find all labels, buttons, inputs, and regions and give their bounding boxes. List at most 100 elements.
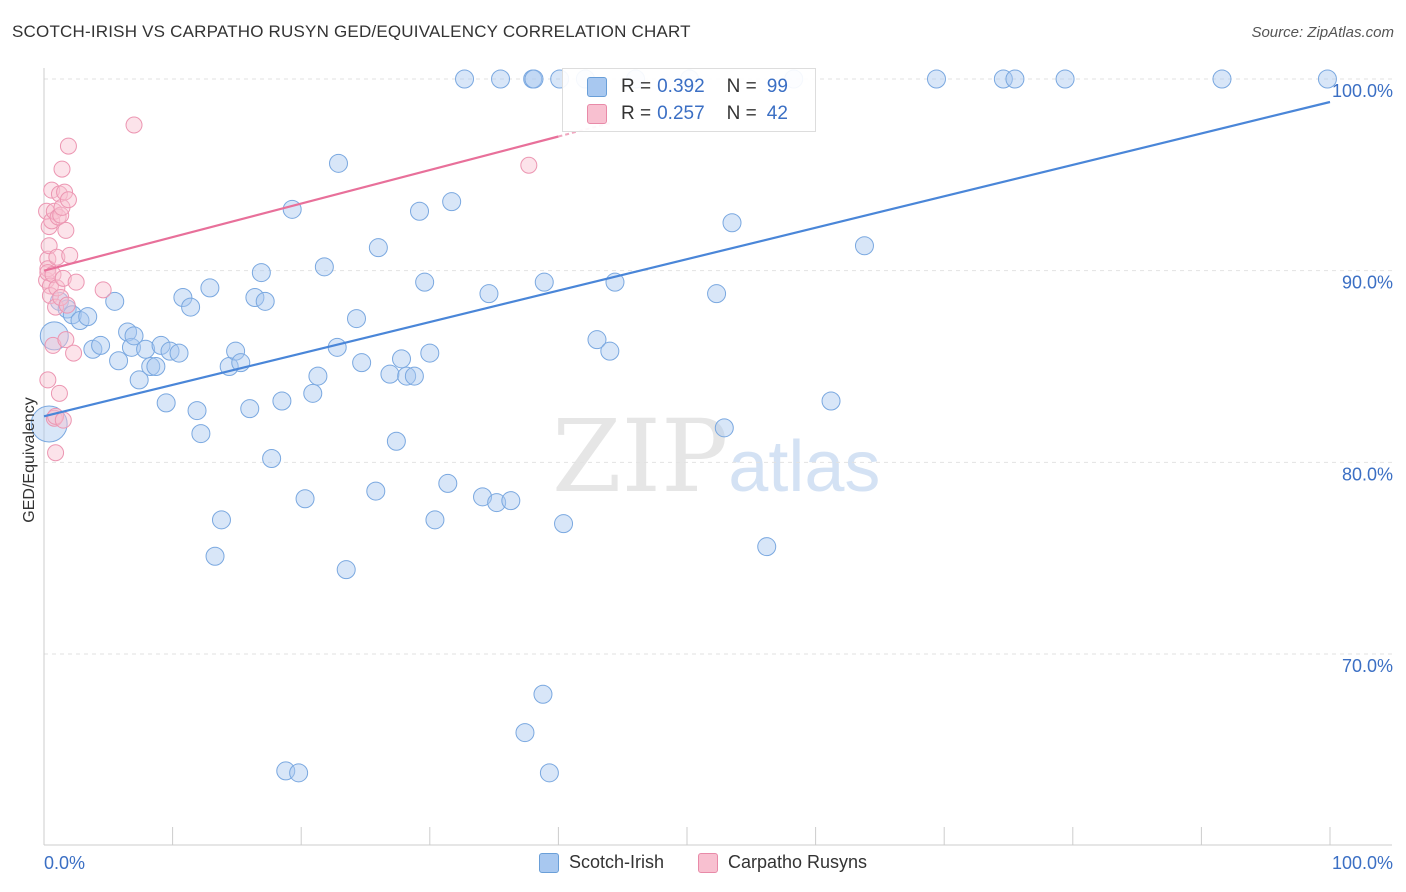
scotch-irish-point <box>455 69 475 89</box>
scotch-irish-point <box>346 309 366 329</box>
scotch-irish-point <box>757 537 777 557</box>
scotch-irish-point <box>211 510 231 530</box>
legend-item-carpatho-rusyns[interactable]: Carpatho Rusyns <box>697 852 868 873</box>
scotch-irish-point <box>255 291 275 311</box>
carpatho-rusyns-point <box>39 371 57 389</box>
x-tick-label: 100.0% <box>1332 853 1393 873</box>
scotch-irish-point <box>1055 69 1075 89</box>
legend-item-scotch-irish[interactable]: Scotch-Irish <box>538 852 664 873</box>
scotch-irish-point <box>245 288 265 307</box>
carpatho-rusyns-point <box>56 183 74 201</box>
scotch-irish-point <box>479 284 499 304</box>
scotch-irish-point <box>600 341 620 361</box>
r-value: 0.257 <box>657 103 705 124</box>
scotch-irish-trendline <box>43 100 1331 418</box>
scotch-irish-point <box>62 305 82 325</box>
scotch-irish-point <box>173 288 193 307</box>
scotch-irish-point <box>539 763 559 783</box>
scotch-irish-point <box>78 307 98 327</box>
scotch-irish-point <box>404 366 424 386</box>
scotch-irish-point <box>425 510 445 530</box>
scotch-irish-point <box>993 69 1013 89</box>
stats-row-carpatho-rusyns: R = 0.257 N = 42 <box>587 101 788 127</box>
legend-swatch-carpatho-rusyns <box>697 852 718 873</box>
scotch-irish-point <box>380 364 400 384</box>
scotch-irish-point <box>181 297 201 317</box>
carpatho-rusyns-point <box>44 266 62 283</box>
r-label: R = <box>621 76 652 97</box>
legend-label-carpatho-rusyns: Carpatho Rusyns <box>727 852 868 872</box>
carpatho-rusyns-point <box>48 279 66 297</box>
y-tick-label: 90.0% <box>1342 273 1393 293</box>
scotch-irish-point <box>151 335 171 355</box>
y-tick-label: 100.0% <box>1332 81 1393 101</box>
carpatho-rusyns-point <box>61 246 79 264</box>
carpatho-rusyns-point <box>50 384 68 402</box>
carpatho-rusyns-point <box>43 181 61 199</box>
scotch-irish-point <box>156 393 176 413</box>
scotch-irish-point <box>39 321 69 351</box>
scotch-irish-point <box>722 213 742 233</box>
n-value: 99 <box>766 76 788 97</box>
scotch-irish-point <box>289 763 309 783</box>
scotch-irish-point <box>714 418 734 438</box>
scotch-irish-point <box>854 236 874 256</box>
watermark: ZIPatlas <box>552 398 880 515</box>
scotch-irish-point <box>533 684 553 704</box>
scotch-irish-point <box>410 201 430 221</box>
scotch-irish-point <box>91 335 111 355</box>
scotch-irish-point <box>314 257 334 277</box>
scotch-irish-point <box>707 284 727 304</box>
carpatho-rusyns-point <box>57 331 75 349</box>
scotch-irish-point <box>205 546 225 566</box>
carpatho-rusyns-trendline <box>43 135 559 272</box>
scotch-irish-point <box>473 487 493 507</box>
scotch-irish-point <box>105 291 125 311</box>
scotch-irish-point <box>169 343 189 363</box>
carpatho-rusyns-point <box>58 296 76 314</box>
scotch-irish-point <box>129 370 149 390</box>
scotch-irish-point <box>146 357 166 376</box>
scotch-irish-point <box>328 153 348 173</box>
scotch-irish-point <box>515 723 535 743</box>
scotch-irish-point <box>587 330 607 350</box>
watermark-atlas: atlas <box>728 427 881 507</box>
scotch-irish-point <box>1005 69 1025 89</box>
n-label: N = <box>726 103 757 124</box>
carpatho-rusyns-point <box>47 444 65 462</box>
scotch-irish-point <box>336 560 356 580</box>
n-label: N = <box>726 76 757 97</box>
scotch-irish-point <box>121 337 141 357</box>
scotch-irish-point <box>487 493 507 513</box>
scotch-irish-point <box>226 341 246 361</box>
scotch-irish-point <box>136 339 156 359</box>
carpatho-rusyns-point <box>59 191 77 209</box>
carpatho-rusyns-point <box>48 248 66 266</box>
scotch-irish-point <box>386 431 406 451</box>
scotch-irish-point <box>368 238 388 258</box>
scotch-irish-point <box>240 399 260 419</box>
scotch-irish-point <box>141 357 161 376</box>
r-label: R = <box>621 103 652 124</box>
scotch-irish-point <box>262 449 282 468</box>
scotch-irish-point <box>415 272 435 292</box>
scotch-irish-point <box>282 199 302 219</box>
scotch-irish-point <box>926 69 946 89</box>
legend-swatch-scotch-irish <box>538 852 559 873</box>
source-label: Source: ZipAtlas.com <box>1251 24 1394 41</box>
scotch-irish-point <box>251 263 271 283</box>
scotch-irish-point <box>524 69 544 89</box>
scotch-irish-point <box>1212 69 1232 89</box>
scotch-irish-point <box>187 401 207 421</box>
scotch-irish-point <box>272 391 292 411</box>
carpatho-rusyns-point <box>67 273 85 291</box>
y-tick-label: 80.0% <box>1342 464 1393 484</box>
series-legend: Scotch-Irish Carpatho Rusyns <box>0 852 1406 873</box>
y-axis-label: GED/Equivalency <box>21 397 38 523</box>
carpatho-rusyns-point <box>94 281 112 299</box>
scotch-irish-point <box>397 366 417 386</box>
scotch-irish-point <box>295 489 315 509</box>
legend-label-scotch-irish: Scotch-Irish <box>568 852 664 872</box>
scotch-irish-point <box>1317 69 1337 89</box>
